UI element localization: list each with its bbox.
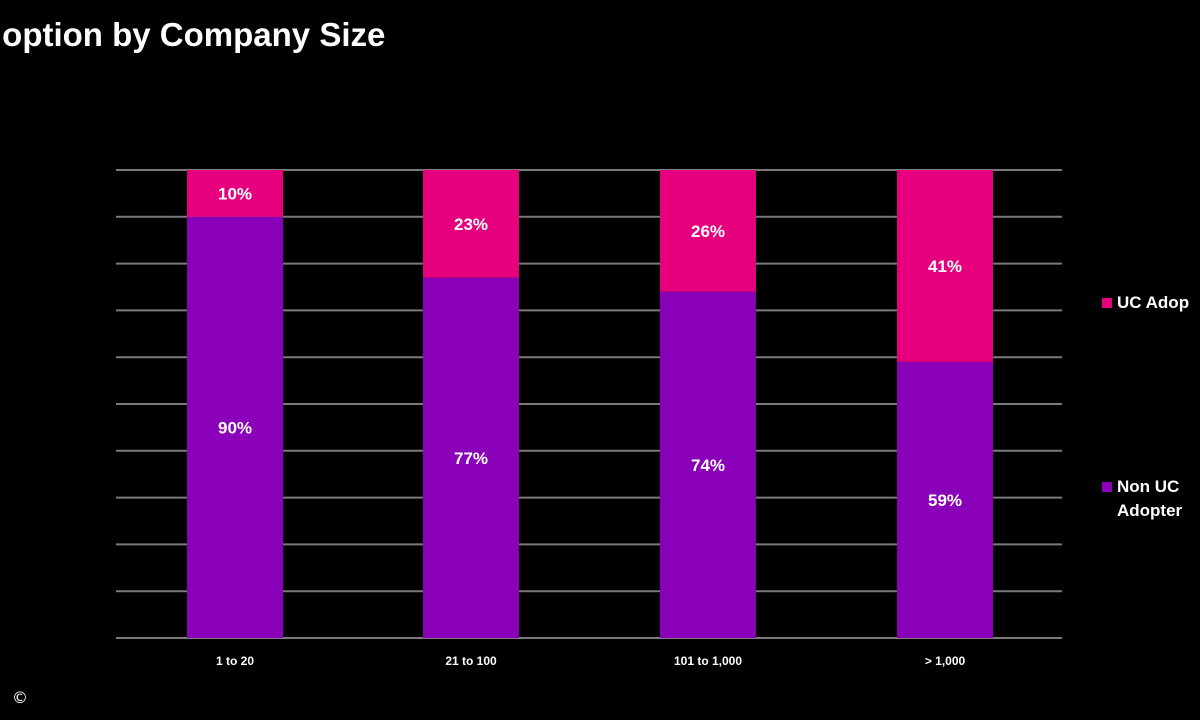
bar-value-label: 10% — [218, 184, 252, 203]
bar-value-label: 41% — [928, 257, 962, 276]
copyright-symbol: © — [12, 688, 28, 707]
x-tick-label: > 1,000 — [925, 654, 966, 668]
x-tick-label: 21 to 100 — [445, 654, 497, 668]
x-axis-tick-labels: 1 to 20 21 to 100 101 to 1,000 > 1,000 — [216, 654, 966, 668]
bar-value-label: 77% — [454, 449, 488, 468]
bar-segment-uc-adopter — [660, 170, 756, 292]
bar-segment-non-uc-adopter — [897, 361, 993, 638]
bars — [187, 170, 993, 639]
bar-value-label: 74% — [691, 456, 725, 475]
bar-segment-non-uc-adopter — [423, 277, 519, 638]
legend: UC Adop Non UC Adopter — [1102, 293, 1189, 520]
bar-segment-non-uc-adopter — [660, 291, 756, 638]
x-tick-label: 101 to 1,000 — [674, 654, 742, 668]
chart-title: doption by Company Size — [0, 16, 386, 53]
bar-value-label: 26% — [691, 222, 725, 241]
bar-value-label: 90% — [218, 418, 252, 437]
legend-label: UC Adop — [1117, 293, 1189, 312]
legend-label: Non UC — [1117, 477, 1179, 496]
legend-swatch — [1102, 298, 1112, 308]
x-tick-label: 1 to 20 — [216, 654, 254, 668]
bar-segment-non-uc-adopter — [187, 216, 283, 639]
bar-segment-uc-adopter — [187, 170, 283, 217]
legend-label: Adopter — [1117, 501, 1183, 520]
legend-swatch — [1102, 482, 1112, 492]
bar-value-labels: 90% 10% 77% 23% 74% 26% 59% 41% — [218, 184, 962, 510]
bar-value-label: 59% — [928, 491, 962, 510]
bar-segment-uc-adopter — [897, 170, 993, 362]
bar-value-label: 23% — [454, 215, 488, 234]
bar-segment-uc-adopter — [423, 170, 519, 278]
